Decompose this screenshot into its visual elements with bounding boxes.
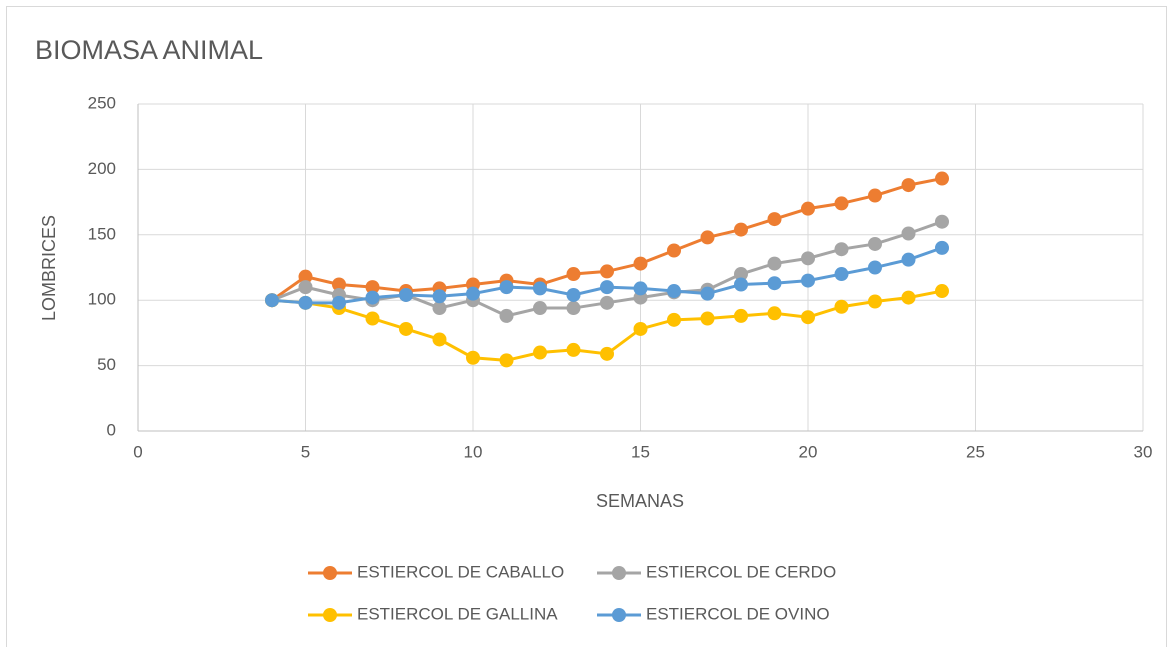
series-marker [365, 290, 380, 305]
series-marker [365, 280, 380, 295]
series-marker [533, 345, 547, 360]
legend-label: ESTIERCOL DE CABALLO [357, 562, 564, 581]
series-marker [901, 252, 916, 267]
series-marker [566, 287, 581, 302]
series-marker [432, 289, 447, 304]
series-marker [667, 312, 681, 327]
series-marker [734, 222, 748, 237]
series-marker [432, 332, 447, 347]
series-marker [399, 287, 413, 302]
series-marker [332, 295, 346, 310]
y-tick-label: 250 [88, 93, 116, 112]
legend-marker [612, 608, 626, 622]
series-marker [600, 280, 614, 295]
series-marker [633, 256, 648, 271]
series-marker [667, 243, 681, 258]
legend-label: ESTIERCOL DE OVINO [646, 604, 830, 623]
series-marker [801, 201, 815, 216]
series-marker [466, 286, 480, 301]
x-tick-label: 15 [631, 442, 650, 461]
series-marker [767, 306, 782, 321]
series-marker [700, 286, 715, 301]
series-marker [298, 295, 313, 310]
series-marker [499, 280, 514, 295]
series-marker [834, 299, 849, 314]
series-marker [600, 346, 614, 361]
series-marker [801, 251, 815, 266]
series-marker [834, 267, 849, 282]
series-marker [767, 276, 782, 291]
series-marker [533, 301, 547, 316]
x-tick-label: 20 [799, 442, 818, 461]
series-marker [935, 171, 949, 186]
series-marker [801, 310, 815, 325]
series-marker [801, 273, 815, 288]
series-marker [734, 277, 748, 292]
series-marker [868, 260, 882, 275]
series-marker [868, 188, 882, 203]
y-tick-label: 100 [88, 290, 116, 309]
series-marker [935, 284, 949, 299]
series-marker [499, 308, 514, 323]
y-tick-label: 50 [97, 355, 116, 374]
series-marker [935, 214, 949, 229]
series-marker [298, 269, 313, 284]
x-tick-label: 25 [966, 442, 985, 461]
x-tick-label: 10 [464, 442, 483, 461]
series-marker [834, 196, 849, 211]
series-marker [432, 301, 447, 316]
series-marker [332, 277, 346, 292]
series-marker [901, 290, 916, 305]
y-tick-label: 200 [88, 159, 116, 178]
series-marker [633, 321, 648, 336]
series-marker [700, 311, 715, 326]
series-marker [734, 267, 748, 282]
series-marker [298, 280, 313, 295]
series-marker [834, 242, 849, 257]
series-marker [700, 230, 715, 245]
series-marker [935, 240, 949, 255]
series-marker [868, 294, 882, 309]
series-marker [600, 264, 614, 279]
series-marker [901, 226, 916, 241]
series-marker [633, 281, 648, 296]
series-marker [901, 178, 916, 193]
x-tick-label: 30 [1134, 442, 1153, 461]
legend-label: ESTIERCOL DE CERDO [646, 562, 836, 581]
series-marker [767, 256, 782, 271]
chart-title: BIOMASA ANIMAL [35, 35, 263, 65]
x-tick-label: 0 [133, 442, 142, 461]
series-marker [868, 236, 882, 251]
legend-marker [323, 566, 337, 580]
x-tick-label: 5 [301, 442, 310, 461]
series-marker [566, 301, 581, 316]
y-tick-label: 0 [107, 420, 116, 439]
x-axis-label: SEMANAS [596, 491, 684, 511]
series-marker [466, 350, 480, 365]
series-marker [767, 212, 782, 227]
series-marker [499, 353, 514, 368]
y-tick-label: 150 [88, 224, 116, 243]
chart-frame [6, 6, 1167, 652]
legend-label: ESTIERCOL DE GALLINA [357, 604, 558, 623]
legend-marker [323, 608, 337, 622]
legend-marker [612, 566, 626, 580]
series-marker [399, 321, 413, 336]
y-axis-label: LOMBRICES [39, 215, 59, 321]
series-marker [566, 267, 581, 282]
series-marker [533, 281, 547, 296]
series-marker [265, 293, 279, 308]
series-marker [734, 308, 748, 323]
series-marker [600, 295, 614, 310]
series-marker [365, 311, 380, 326]
series-marker [566, 342, 581, 357]
series-marker [667, 284, 681, 299]
